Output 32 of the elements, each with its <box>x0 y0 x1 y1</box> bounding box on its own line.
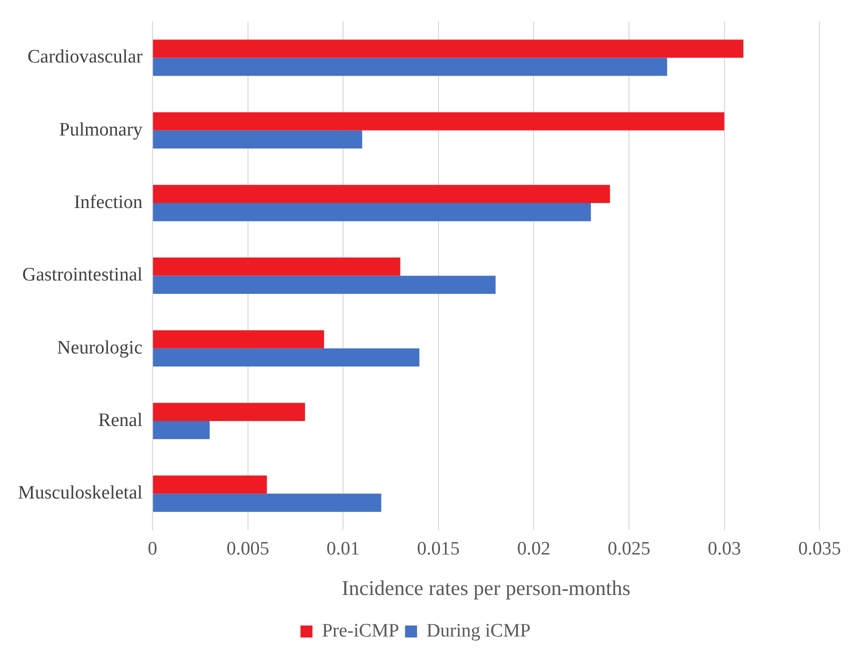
bar <box>153 348 420 367</box>
x-tick-label: 0.01 <box>326 538 360 560</box>
bar <box>153 421 210 440</box>
x-tick-label: 0.035 <box>798 538 841 560</box>
bar <box>153 184 610 204</box>
bar <box>153 330 324 348</box>
bar <box>153 112 724 130</box>
x-axis-title: Incidence rates per person-months <box>342 576 630 600</box>
y-tick-label: Musculoskeletal <box>18 482 143 504</box>
bar <box>153 402 306 422</box>
bar <box>153 40 744 58</box>
x-tick-label: 0.005 <box>226 538 270 560</box>
bar <box>153 494 382 512</box>
bar <box>153 258 400 276</box>
x-tick-label: 0.025 <box>608 538 650 560</box>
y-tick-label: Gastrointestinal <box>22 264 143 286</box>
bar <box>153 276 496 294</box>
x-tick-label: 0.02 <box>517 538 550 560</box>
y-tick-label: Cardiovascular <box>28 46 144 68</box>
y-tick-label: Pulmonary <box>59 119 144 140</box>
bar <box>153 58 668 76</box>
bar <box>153 203 591 222</box>
legend-label: Pre-iCMP <box>322 620 400 642</box>
bar <box>153 476 267 494</box>
x-tick-label: 0 <box>148 538 158 560</box>
legend-label: During iCMP <box>426 620 531 642</box>
bar <box>153 130 362 149</box>
x-tick-label: 0.03 <box>708 538 741 560</box>
y-tick-label: Infection <box>74 192 144 214</box>
y-tick-label: Neurologic <box>57 337 143 358</box>
y-tick-label: Renal <box>98 410 143 431</box>
x-tick-label: 0.015 <box>417 538 460 560</box>
